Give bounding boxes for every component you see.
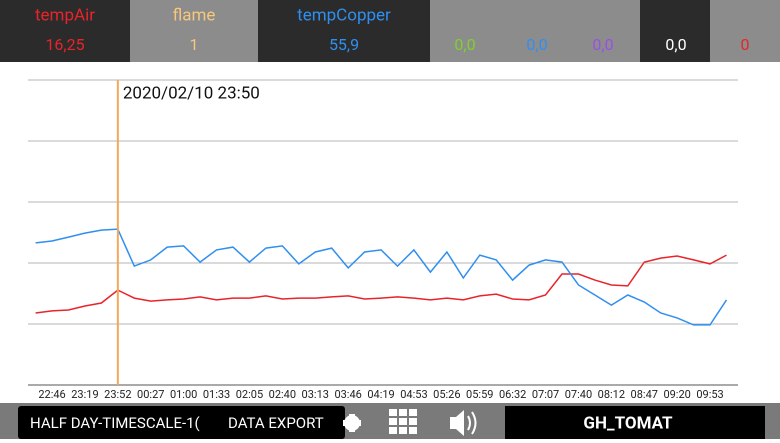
cell-value: 1 bbox=[190, 35, 199, 54]
x-tick-label: 05:59 bbox=[466, 388, 493, 401]
export-label[interactable]: DATA EXPORT bbox=[228, 414, 324, 432]
header-cell bbox=[130, 0, 258, 62]
x-tick-label: 04:53 bbox=[400, 388, 427, 401]
cell-value: 0,0 bbox=[592, 35, 613, 54]
x-tick-label: 07:40 bbox=[565, 388, 592, 401]
x-tick-label: 05:26 bbox=[433, 388, 460, 401]
sound-icon[interactable] bbox=[450, 410, 477, 436]
x-tick-label: 22:46 bbox=[38, 388, 65, 401]
x-tick-label: 06:32 bbox=[499, 388, 526, 401]
header-cell bbox=[640, 0, 710, 62]
cell-value: 0,0 bbox=[526, 35, 547, 54]
cell-value: 16,25 bbox=[45, 35, 84, 54]
settings-icon[interactable] bbox=[343, 414, 361, 432]
header: tempAir 16,25 flame 1 tempCopper 55,9 0,0 0,0 0,… bbox=[0, 0, 780, 62]
x-tick-label: 03:46 bbox=[334, 388, 361, 401]
x-tick-label: 04:19 bbox=[367, 388, 394, 401]
x-tick-label: 07:07 bbox=[532, 388, 559, 401]
x-tick-label: 01:00 bbox=[170, 388, 197, 401]
cell-value: 55,9 bbox=[329, 35, 359, 54]
x-tick-label: 03:13 bbox=[302, 388, 329, 401]
header-cell bbox=[258, 0, 430, 62]
header-cell bbox=[430, 0, 500, 62]
x-tick-label: 08:47 bbox=[631, 388, 658, 401]
timescale-label: HALF DAY-TIMESCALE-1( bbox=[30, 414, 200, 432]
line-series bbox=[35, 228, 728, 326]
x-tick-label: 01:33 bbox=[203, 388, 230, 401]
cell-value: 0,0 bbox=[454, 35, 475, 54]
x-tick-label: 00:27 bbox=[137, 388, 164, 401]
cell-value: 0 bbox=[741, 35, 750, 54]
x-tick-label: 23:19 bbox=[71, 388, 98, 401]
header-cell bbox=[570, 0, 640, 62]
cell-value: 0,0 bbox=[665, 35, 686, 54]
x-tick-label: 02:05 bbox=[236, 388, 263, 401]
x-tick-label: 09:20 bbox=[663, 388, 690, 401]
grid-icon[interactable] bbox=[389, 409, 417, 434]
chart: 22:46 23:19 23:52 00:27 01:00 01:33 02:05 02:40… bbox=[28, 79, 738, 401]
timescale-button[interactable] bbox=[18, 406, 345, 439]
cursor-label: 2020/02/10 23:50 bbox=[123, 83, 260, 103]
line-series bbox=[35, 254, 727, 314]
header-cell bbox=[0, 0, 130, 62]
cell-label: tempCopper bbox=[297, 5, 391, 25]
cell-label: tempAir bbox=[35, 5, 95, 25]
cell-label: flame bbox=[173, 5, 216, 25]
header-cell bbox=[500, 0, 570, 62]
x-tick-label: 09:53 bbox=[696, 388, 723, 401]
x-tick-label: 23:52 bbox=[104, 388, 131, 401]
x-tick-label: 08:12 bbox=[598, 388, 625, 401]
header-cell bbox=[710, 0, 780, 62]
device-button[interactable] bbox=[505, 406, 765, 439]
x-tick-label: 02:40 bbox=[269, 388, 296, 401]
device-name: GH_TOMAT bbox=[583, 413, 673, 433]
